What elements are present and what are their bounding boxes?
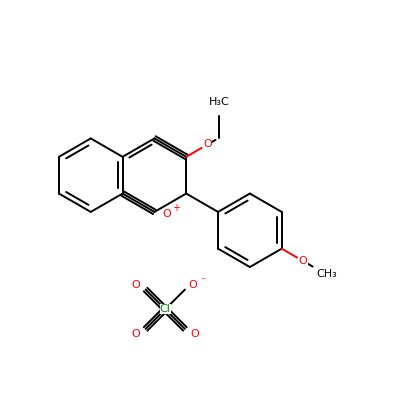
Text: O: O: [131, 329, 140, 339]
Text: H₃C: H₃C: [208, 97, 229, 107]
Text: ⁻: ⁻: [200, 277, 205, 287]
Text: O: O: [131, 280, 140, 290]
Text: O: O: [299, 256, 308, 266]
Text: O: O: [162, 209, 171, 219]
Text: O: O: [190, 329, 199, 339]
Text: O: O: [188, 280, 197, 290]
Text: +: +: [172, 203, 180, 213]
Text: O: O: [203, 139, 212, 149]
Text: CH₃: CH₃: [316, 270, 337, 280]
Text: Cl: Cl: [160, 304, 171, 314]
